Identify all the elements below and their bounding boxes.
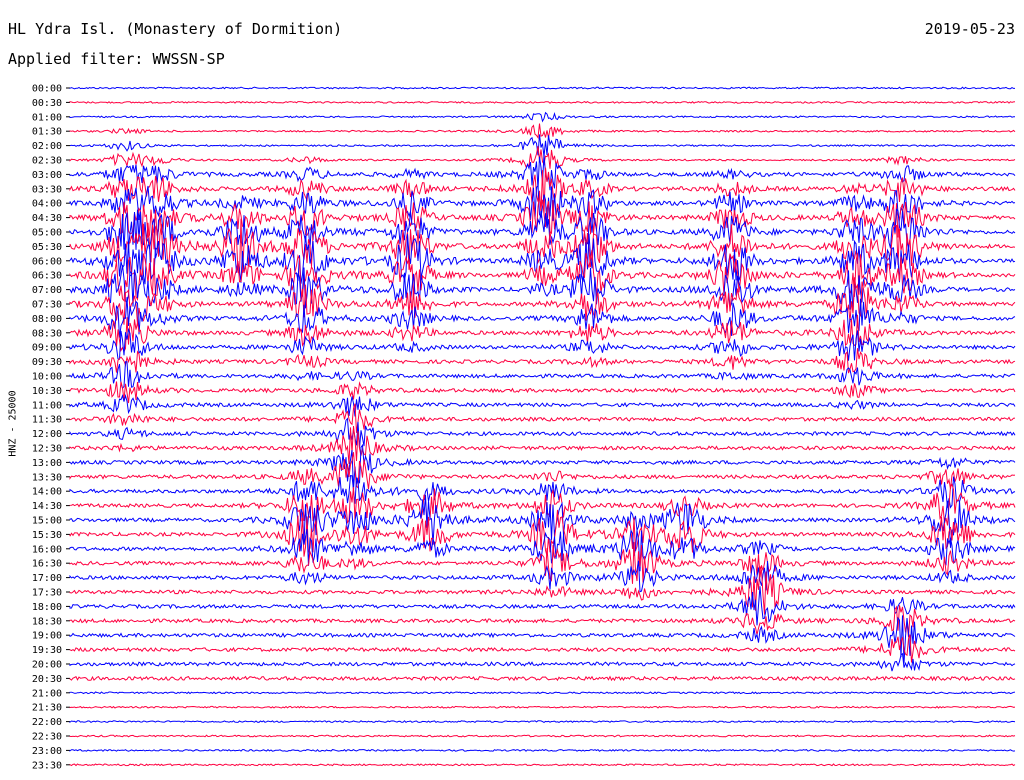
time-tick-label: 03:30 [32,184,62,195]
time-tick-label: 00:00 [32,84,62,95]
time-tick-label: 20:30 [32,674,62,685]
time-tick-label: 03:00 [32,170,62,181]
time-tick-label: 14:30 [32,501,62,512]
time-tick-label: 12:00 [32,429,62,440]
time-tick-label: 15:30 [32,530,62,541]
seismic-trace-line [69,348,1016,374]
seismic-trace-line [69,123,1016,140]
time-tick-label: 02:00 [32,141,62,152]
seismic-trace-line [69,494,1016,548]
seismic-trace-line [69,393,1016,417]
time-tick-label: 19:30 [32,645,62,656]
time-tick-label: 23:30 [32,760,62,771]
seismic-trace-line [69,566,1016,615]
time-tick-label: 10:00 [32,372,62,383]
time-tick-label: 04:00 [32,199,62,210]
seismic-trace-line [69,233,1016,285]
time-tick-label: 05:30 [32,242,62,253]
time-tick-label: 08:00 [32,314,62,325]
time-tick-label: 17:00 [32,573,62,584]
seismic-trace-line [69,146,1016,170]
time-tick-label: 22:30 [32,732,62,743]
seismic-trace-line [69,705,1016,709]
time-tick-label: 16:30 [32,559,62,570]
seismic-trace-line [69,425,1016,465]
seismic-trace-line [69,314,1016,353]
time-tick-label: 05:00 [32,228,62,239]
seismic-trace-line [69,675,1016,682]
time-tick-label: 06:00 [32,256,62,267]
time-tick-label: 19:00 [32,631,62,642]
time-tick-label: 12:30 [32,444,62,455]
time-tick-label: 14:00 [32,487,62,498]
seismic-trace-line [69,381,1016,404]
time-tick-label: 00:30 [32,98,62,109]
time-tick-label: 23:00 [32,746,62,757]
seismic-trace-line [69,265,1016,313]
time-tick-label: 08:30 [32,328,62,339]
time-tick-label: 04:30 [32,213,62,224]
seismic-trace-line [69,748,1016,752]
seismic-trace-line [69,86,1015,90]
time-tick-label: 15:00 [32,516,62,527]
seismic-trace-line [69,111,1015,123]
seismic-trace-line [69,249,1016,302]
seismic-trace-line [69,475,1016,509]
time-tick-label: 11:30 [32,415,62,426]
time-tick-label: 11:00 [32,400,62,411]
time-tick-label: 13:00 [32,458,62,469]
seismic-trace-line [69,509,1016,557]
time-tick-label: 01:00 [32,112,62,123]
date-label: 2019-05-23 [924,20,1015,38]
time-tick-label: 18:30 [32,616,62,627]
seismic-trace-line [69,634,1016,663]
seismic-trace-line [69,691,1016,695]
seismic-trace-line [69,720,1016,724]
time-tick-label: 09:30 [32,357,62,368]
seismic-trace-line [69,417,1016,449]
time-tick-label: 02:30 [32,156,62,167]
time-tick-label: 18:00 [32,602,62,613]
time-tick-label: 21:00 [32,688,62,699]
seismic-trace-line [69,605,1016,638]
seismic-trace-line [69,100,1016,104]
seismic-trace-line [69,277,1016,325]
time-tick-label: 07:30 [32,300,62,311]
time-tick-label: 17:30 [32,588,62,599]
time-tick-label: 21:30 [32,703,62,714]
seismic-trace-line [69,586,1016,626]
seismic-trace-line [69,763,1016,767]
seismic-trace-line [69,208,1016,259]
time-tick-label: 07:00 [32,285,62,296]
time-tick-label: 09:00 [32,343,62,354]
time-tick-label: 13:30 [32,472,62,483]
seismic-trace-line [69,403,1016,433]
seismic-trace-line [69,560,1016,593]
chart-title: HL Ydra Isl. (Monastery of Dormition) [8,20,343,38]
time-tick-label: 10:30 [32,386,62,397]
seismic-trace-line [69,184,1016,227]
seismic-trace-line [69,327,1016,361]
seismic-trace-line [69,167,1016,215]
seismic-trace-line [69,443,1016,490]
seismic-trace-line [69,734,1016,738]
time-tick-label: 06:30 [32,271,62,282]
seismic-trace-line [69,452,1016,490]
seismic-trace-line [69,361,1016,390]
seismic-trace-line [69,195,1016,239]
seismic-trace-line [69,154,1016,191]
seismic-trace-line [69,134,1015,157]
seismic-trace-line [69,483,1016,526]
seismic-trace-line [69,542,1016,584]
filter-label: Applied filter: WWSSN-SP [8,50,225,68]
time-tick-label: 22:00 [32,717,62,728]
seismic-trace-line [69,615,1016,664]
time-tick-label: 16:00 [32,544,62,555]
time-tick-label: 01:30 [32,127,62,138]
seismic-trace-line [69,652,1016,672]
time-tick-label: 20:00 [32,660,62,671]
